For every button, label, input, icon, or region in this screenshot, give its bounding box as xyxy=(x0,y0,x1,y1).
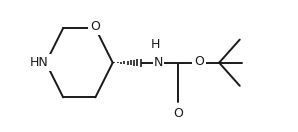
Text: O: O xyxy=(90,20,100,33)
Text: O: O xyxy=(173,107,183,119)
Text: HN: HN xyxy=(30,56,49,69)
Text: O: O xyxy=(194,55,204,68)
Text: N: N xyxy=(153,56,163,69)
Text: H: H xyxy=(150,38,160,51)
